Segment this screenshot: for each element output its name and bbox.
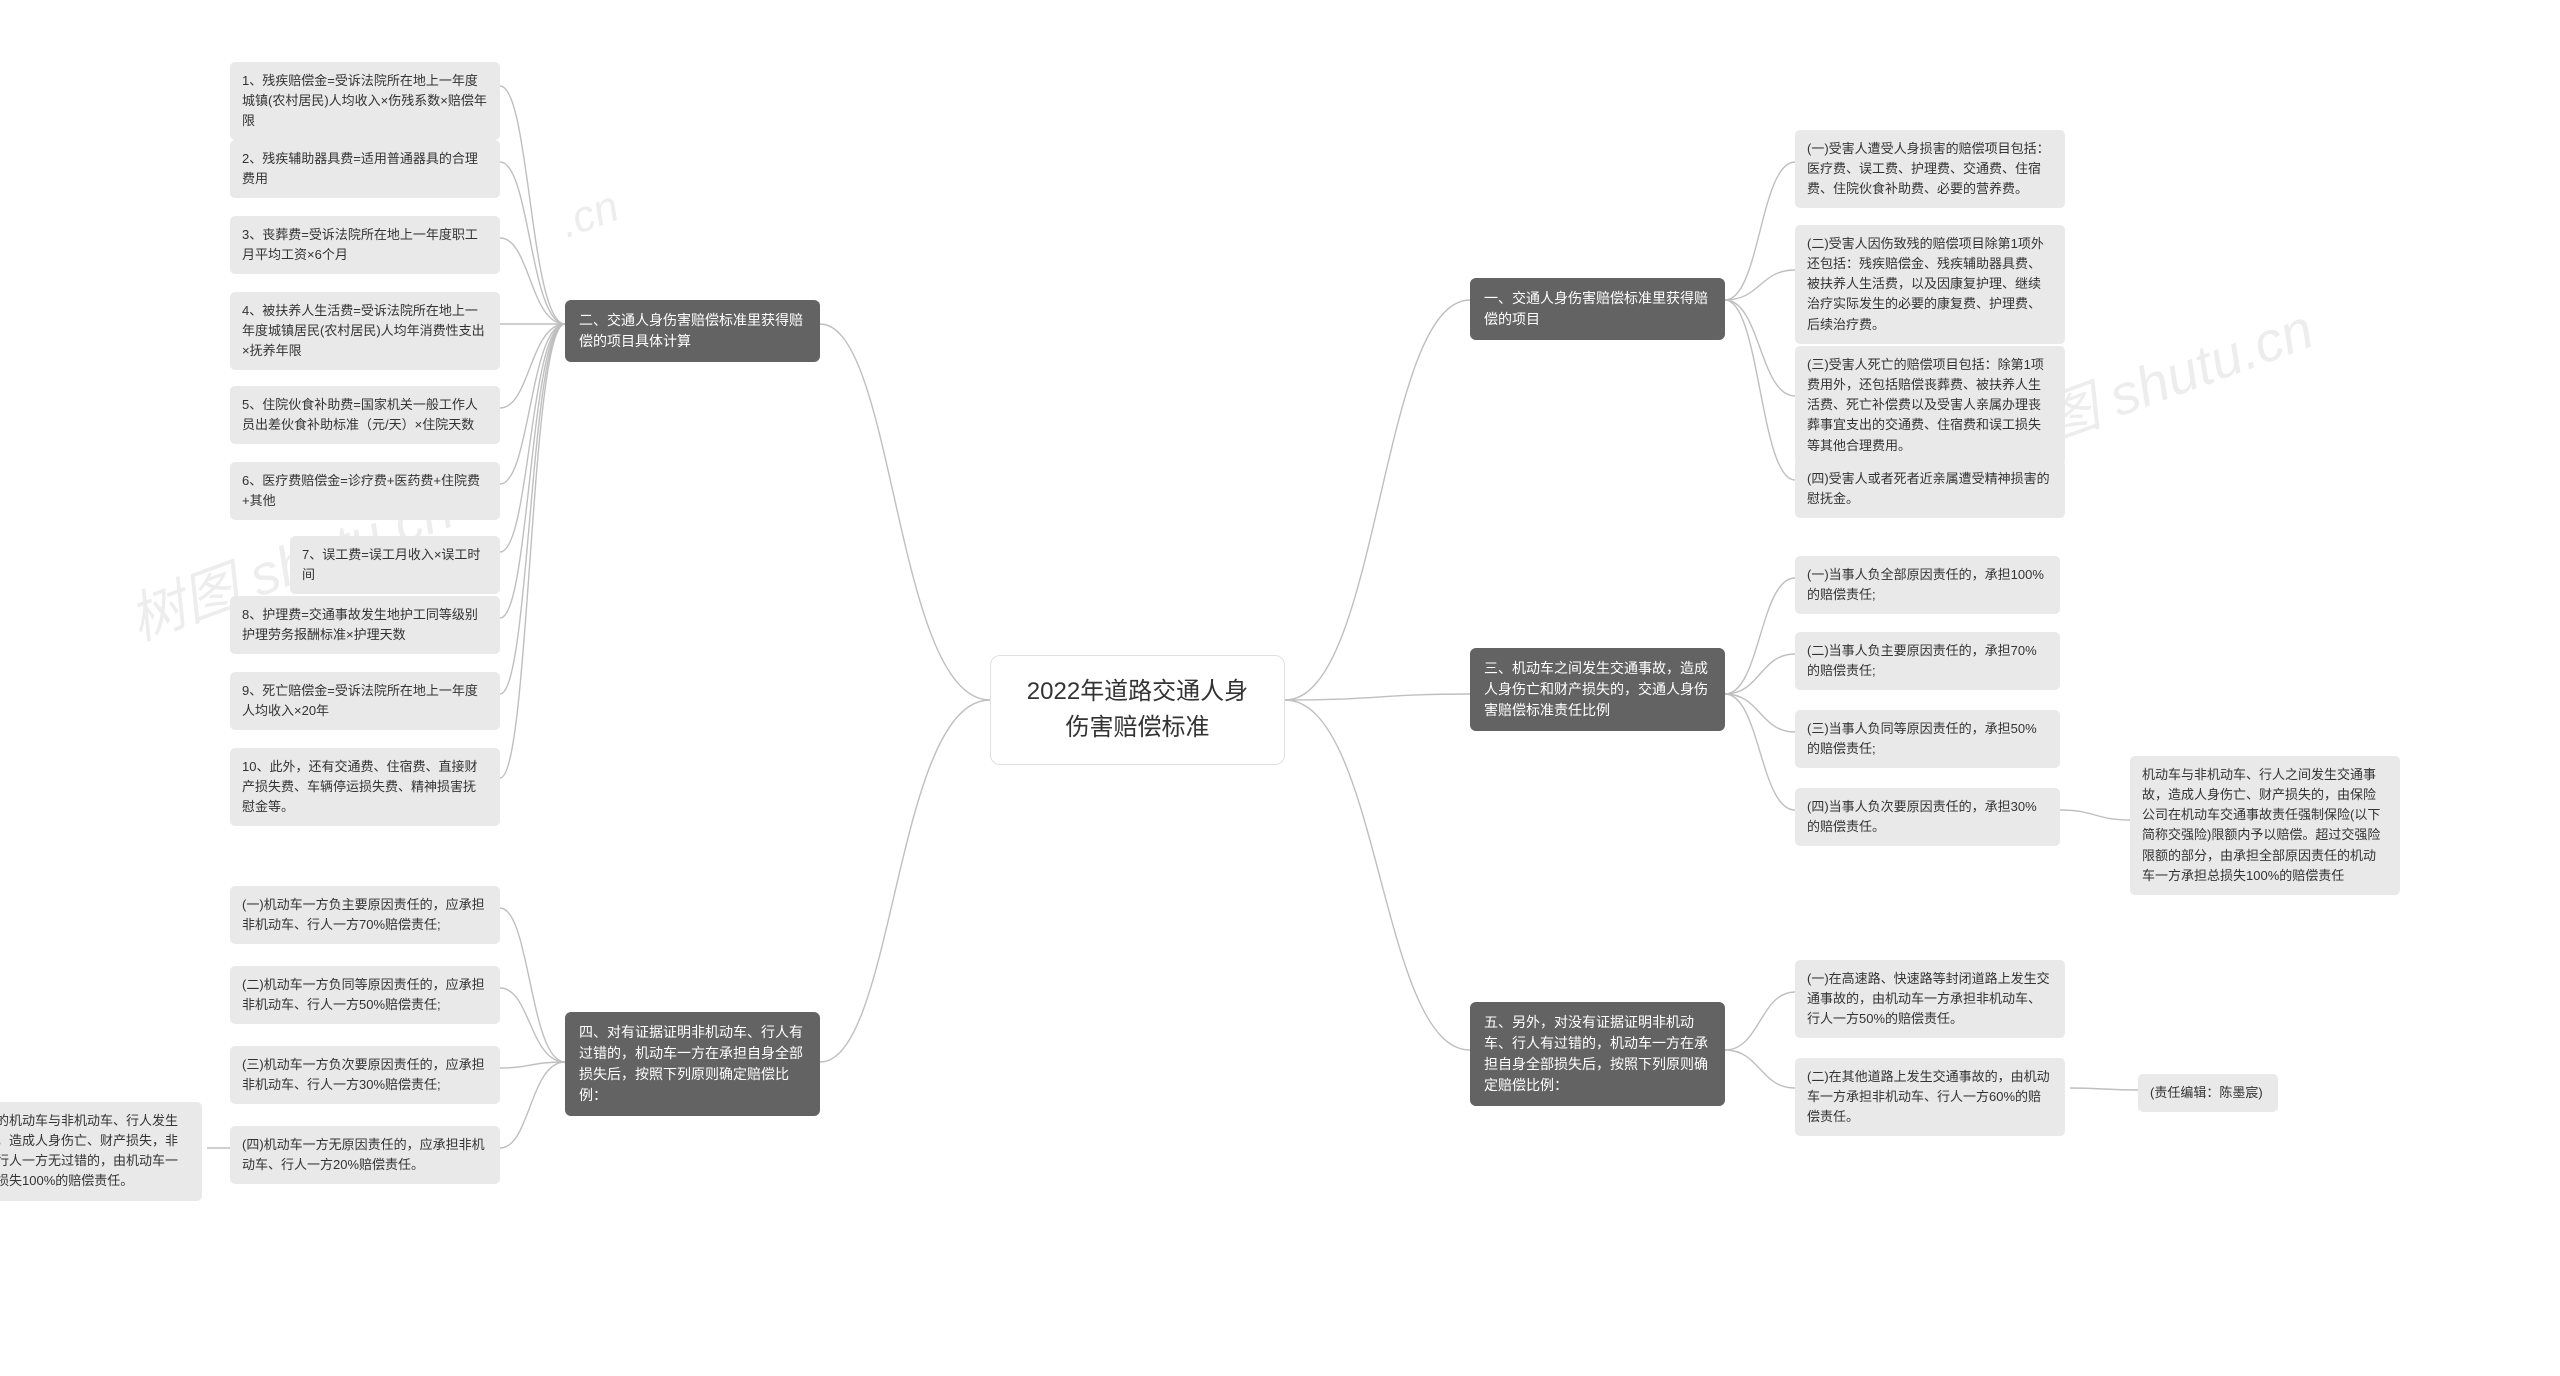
branch-4: 四、对有证据证明非机动车、行人有过错的，机动车一方在承担自身全部损失后，按照下列… [565, 1012, 820, 1116]
leaf-node: (四)受害人或者死者近亲属遭受精神损害的慰抚金。 [1795, 460, 2065, 518]
leaf-node: 9、死亡赔偿金=受诉法院所在地上一年度人均收入×20年 [230, 672, 500, 730]
leaf-node: (一)机动车一方负主要原因责任的，应承担非机动车、行人一方70%赔偿责任; [230, 886, 500, 944]
leaf-node: (三)受害人死亡的赔偿项目包括：除第1项费用外，还包括赔偿丧葬费、被扶养人生活费… [1795, 346, 2065, 465]
watermark: .cn [553, 181, 625, 248]
leaf-node: 无交强险的机动车与非机动车、行人发生交通事故，造成人身伤亡、财产损失，非机动车、… [0, 1102, 202, 1201]
leaf-node: 5、住院伙食补助费=国家机关一般工作人员出差伙食补助标准（元/天）×住院天数 [230, 386, 500, 444]
branch-5: 五、另外，对没有证据证明非机动车、行人有过错的，机动车一方在承担自身全部损失后，… [1470, 1002, 1725, 1106]
leaf-node: (责任编辑：陈墨宸) [2138, 1074, 2278, 1112]
leaf-node: 2、残疾辅助器具费=适用普通器具的合理费用 [230, 140, 500, 198]
leaf-node: (四)当事人负次要原因责任的，承担30%的赔偿责任。 [1795, 788, 2060, 846]
leaf-node: 4、被扶养人生活费=受诉法院所在地上一年度城镇居民(农村居民)人均年消费性支出×… [230, 292, 500, 370]
leaf-node: 10、此外，还有交通费、住宿费、直接财产损失费、车辆停运损失费、精神损害抚慰金等… [230, 748, 500, 826]
leaf-node: (二)当事人负主要原因责任的，承担70%的赔偿责任; [1795, 632, 2060, 690]
center-node: 2022年道路交通人身伤害赔偿标准 [990, 655, 1285, 765]
leaf-node: (二)在其他道路上发生交通事故的，由机动车一方承担非机动车、行人一方60%的赔偿… [1795, 1058, 2065, 1136]
leaf-node: 6、医疗费赔偿金=诊疗费+医药费+住院费+其他 [230, 462, 500, 520]
leaf-node: (三)机动车一方负次要原因责任的，应承担非机动车、行人一方30%赔偿责任; [230, 1046, 500, 1104]
leaf-node: (二)受害人因伤致残的赔偿项目除第1项外还包括：残疾赔偿金、残疾辅助器具费、被扶… [1795, 225, 2065, 344]
leaf-node: (一)在高速路、快速路等封闭道路上发生交通事故的，由机动车一方承担非机动车、行人… [1795, 960, 2065, 1038]
leaf-node: (四)机动车一方无原因责任的，应承担非机动车、行人一方20%赔偿责任。 [230, 1126, 500, 1184]
leaf-node: (一)受害人遭受人身损害的赔偿项目包括：医疗费、误工费、护理费、交通费、住宿费、… [1795, 130, 2065, 208]
leaf-node: 7、误工费=误工月收入×误工时间 [290, 536, 500, 594]
leaf-node: (二)机动车一方负同等原因责任的，应承担非机动车、行人一方50%赔偿责任; [230, 966, 500, 1024]
leaf-node: 8、护理费=交通事故发生地护工同等级别护理劳务报酬标准×护理天数 [230, 596, 500, 654]
branch-3: 三、机动车之间发生交通事故，造成人身伤亡和财产损失的，交通人身伤害赔偿标准责任比… [1470, 648, 1725, 731]
leaf-node: 1、残疾赔偿金=受诉法院所在地上一年度城镇(农村居民)人均收入×伤残系数×赔偿年… [230, 62, 500, 140]
leaf-node: 3、丧葬费=受诉法院所在地上一年度职工月平均工资×6个月 [230, 216, 500, 274]
branch-2: 二、交通人身伤害赔偿标准里获得赔偿的项目具体计算 [565, 300, 820, 362]
branch-1: 一、交通人身伤害赔偿标准里获得赔偿的项目 [1470, 278, 1725, 340]
leaf-node: (三)当事人负同等原因责任的，承担50%的赔偿责任; [1795, 710, 2060, 768]
leaf-node: 机动车与非机动车、行人之间发生交通事故，造成人身伤亡、财产损失的，由保险公司在机… [2130, 756, 2400, 895]
leaf-node: (一)当事人负全部原因责任的，承担100%的赔偿责任; [1795, 556, 2060, 614]
